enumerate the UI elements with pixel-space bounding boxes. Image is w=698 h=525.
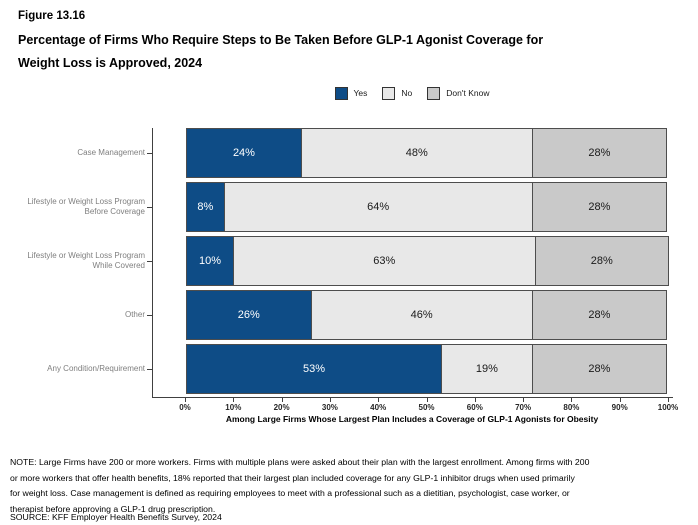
bar-row: 10% 63% 28%	[186, 236, 669, 286]
x-tick-label: 40%	[370, 403, 387, 412]
y-tick	[147, 261, 152, 262]
y-axis-category-labels: Case Management Lifestyle or Weight Loss …	[0, 128, 145, 397]
x-tick	[523, 398, 525, 402]
bar-segment-label: 26%	[237, 309, 260, 321]
bar-segment-label: 53%	[302, 363, 325, 375]
category-label: Lifestyle or Weight Loss Program While C…	[27, 251, 145, 270]
x-tick-label: 20%	[273, 403, 290, 412]
x-tick-label: 60%	[466, 403, 483, 412]
note-text: NOTE: Large Firms have 200 or more worke…	[10, 457, 590, 514]
bar-segment-no: 48%	[300, 128, 533, 178]
x-tick	[281, 398, 283, 402]
legend: Yes No Don't Know	[152, 85, 672, 101]
bar-segment-yes: 10%	[186, 236, 235, 286]
bar-segment-label: 28%	[588, 363, 611, 375]
category-label: Other	[124, 310, 145, 319]
bar-segment-yes: 26%	[186, 290, 312, 340]
x-tick-label: 80%	[563, 403, 580, 412]
x-axis-title: Among Large Firms Whose Largest Plan Inc…	[225, 414, 599, 424]
x-tick	[571, 398, 573, 402]
bar-segment-label: 48%	[405, 147, 428, 159]
bar-segment-label: 64%	[367, 201, 390, 213]
bar-segment-label: 63%	[373, 255, 396, 267]
x-tick-label: 0%	[179, 403, 191, 412]
bar-segment-don-t-know: 28%	[531, 182, 667, 232]
legend-item: Yes	[334, 86, 368, 100]
y-tick	[147, 369, 152, 370]
legend-swatch-icon	[334, 86, 348, 100]
x-tick	[233, 398, 235, 402]
source-text: SOURCE: KFF Employer Health Benefits Sur…	[10, 512, 222, 522]
bar-segment-label: 19%	[475, 363, 498, 375]
y-tick	[147, 315, 152, 316]
x-tick	[185, 398, 186, 402]
x-tick	[426, 398, 428, 402]
bar-segment-yes: 8%	[186, 182, 225, 232]
legend-swatch-icon	[427, 86, 441, 100]
bar-segment-label: 46%	[410, 309, 433, 321]
x-tick-label: 10%	[225, 403, 242, 412]
legend-item: No	[382, 86, 413, 100]
x-tick-label: 70%	[515, 403, 532, 412]
bar-segment-no: 46%	[310, 290, 533, 340]
bar-segment-no: 64%	[223, 182, 533, 232]
x-tick-label: 50%	[418, 403, 435, 412]
y-tick	[147, 207, 152, 208]
bar-segment-yes: 24%	[186, 128, 302, 178]
bar-segment-label: 8%	[197, 201, 214, 213]
bar-segment-no: 19%	[440, 344, 533, 394]
category-label: Any Condition/Requirement	[47, 364, 145, 373]
bar-segment-label: 24%	[232, 147, 255, 159]
bar-segment-label: 28%	[588, 309, 611, 321]
x-tick	[329, 398, 331, 402]
bar-segment-don-t-know: 28%	[531, 290, 667, 340]
bar-row: 26% 46% 28%	[186, 290, 669, 340]
bar-segment-don-t-know: 28%	[531, 344, 667, 394]
bar-row: 8% 64% 28%	[186, 182, 669, 232]
chart-title: Percentage of Firms Who Require Steps to…	[18, 33, 544, 70]
plot-panel: 24% 48% 28% 8% 64% 28% 10% 63% 28% 26% 46% 28% 53% 19…	[152, 128, 673, 398]
bar-segment-label: 28%	[588, 147, 611, 159]
bars-area: 24% 48% 28% 8% 64% 28% 10% 63% 28% 26% 46% 28% 53% 19…	[186, 128, 669, 397]
bar-segment-label: 10%	[199, 255, 222, 267]
bar-segment-don-t-know: 28%	[531, 128, 667, 178]
x-tick	[378, 398, 380, 402]
bar-segment-label: 28%	[590, 255, 613, 267]
bar-row: 53% 19% 28%	[186, 344, 669, 394]
figure-number: Figure 13.16	[18, 10, 86, 22]
bar-segment-yes: 53%	[186, 344, 442, 394]
x-tick-label: 100%	[657, 403, 679, 412]
x-tick	[619, 398, 621, 402]
x-tick-label: 90%	[611, 403, 628, 412]
bar-segment-no: 63%	[233, 236, 536, 286]
bar-row: 24% 48% 28%	[186, 128, 669, 178]
category-label: Lifestyle or Weight Loss Program Before …	[27, 197, 145, 216]
legend-swatch-icon	[382, 86, 396, 100]
x-tick-label: 30%	[321, 403, 338, 412]
legend-label: Yes	[353, 88, 368, 98]
category-label: Case Management	[77, 148, 145, 157]
bar-segment-don-t-know: 28%	[534, 236, 669, 286]
x-tick	[474, 398, 476, 402]
x-tick	[668, 398, 669, 402]
bar-segment-label: 28%	[588, 201, 611, 213]
legend-label: No	[401, 88, 413, 98]
header: Figure 13.16 Percentage of Firms Who Req…	[18, 10, 688, 75]
legend-item: Don't Know	[427, 86, 490, 100]
y-tick	[147, 153, 152, 154]
legend-label: Don't Know	[446, 88, 490, 98]
